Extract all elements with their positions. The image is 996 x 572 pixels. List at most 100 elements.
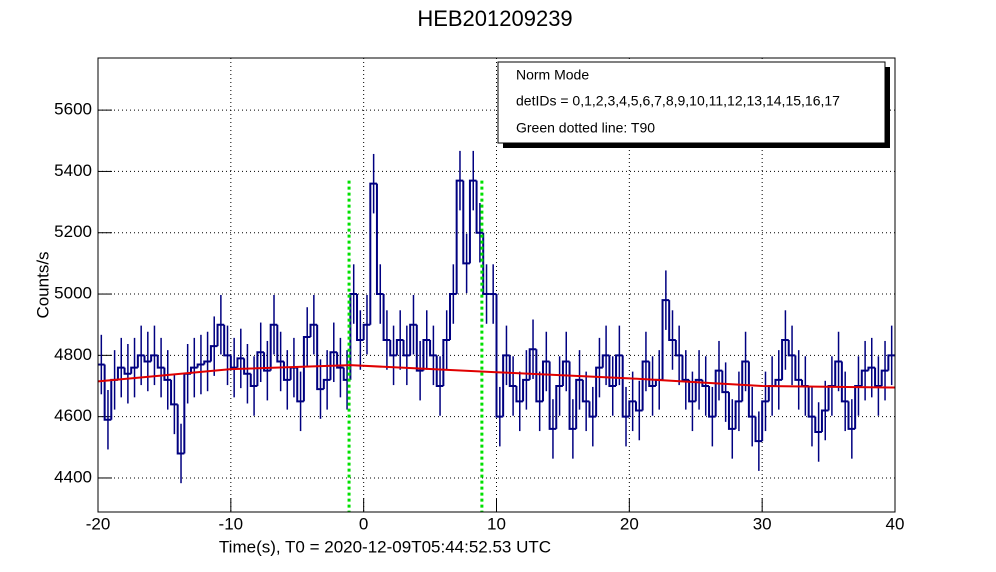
histogram-bin [714,369,723,417]
histogram-bin [269,323,278,371]
histogram-bin [143,355,152,363]
y-tick-label: 5600 [54,100,92,119]
y-tick-label: 4800 [54,345,92,364]
histogram-bin [661,299,670,380]
histogram-bin [429,340,437,357]
histogram-bin [223,324,231,357]
histogram-bin [302,335,311,402]
histogram-bin [150,354,158,362]
histogram-bin [422,339,431,371]
y-tick-label: 5400 [54,161,92,180]
histogram-bin [621,355,630,418]
histogram-bin [887,354,895,371]
histogram-bin [840,361,849,403]
histogram-bin [362,323,371,341]
histogram-bin [867,366,876,371]
histogram-bin [136,354,145,368]
frame [97,57,896,513]
histogram-bin [249,373,258,388]
histogram-bin [475,180,484,234]
y-tick-label: 4400 [54,467,92,486]
histogram-bin [189,366,198,374]
histogram-bin [595,366,603,417]
histogram-bin [581,379,590,403]
histogram-bin [203,360,211,365]
histogram-bin [615,354,623,387]
histogram-bin [741,360,749,402]
histogram-bin [502,354,510,417]
histogram-bin [296,367,304,403]
histogram-bin [322,378,331,390]
histogram-bin [648,361,656,388]
histogram-bin [727,392,736,430]
x-tick-label: 0 [359,514,368,533]
histogram-bin [820,409,829,432]
histogram-bin [807,386,816,418]
histogram-bin [309,323,318,337]
histogram-bin [734,400,743,429]
histogram-bin [256,351,265,387]
histogram-bin [761,400,769,442]
histogram-bin [541,360,550,402]
x-tick-label: 40 [886,514,905,533]
legend-text: Green dotted line: T90 [516,120,655,136]
y-tick-label: 5000 [54,284,92,303]
histogram-bin [409,323,417,356]
histogram-bin [356,294,364,342]
histogram-bin [449,293,457,341]
histogram-bin [522,378,530,402]
histogram-bin [601,354,610,368]
histogram-bin [236,357,245,368]
x-tick-label: 10 [487,514,506,533]
histogram-bin [874,367,882,388]
histogram-bin [834,360,842,387]
histogram-bin [794,355,803,381]
histogram-bin [787,340,796,357]
histogram-bin [395,339,404,356]
histogram-bin [628,400,636,417]
histogram-bin [508,355,517,388]
x-tick-label: -10 [219,514,244,533]
histogram-bin [674,340,683,357]
histogram-bin [375,183,384,296]
x-axis-label: Time(s), T0 = 2020-12-09T05:44:52.53 UTC [219,537,551,556]
histogram-bin [641,360,650,411]
plot-area: 4400 4600 4800 5000 5200 5400 5600 -20 -10 0 10 20 3… [54,58,904,533]
y-tick-label: 4600 [54,406,92,425]
histogram-bin [781,339,789,380]
histogram-bin [196,363,205,368]
histogram-bin [515,386,524,403]
x-tick-label: 20 [620,514,639,533]
histogram-bin [528,348,537,380]
histogram-bin [634,401,643,412]
histogram-bin [548,361,557,430]
histogram-bin [402,340,411,357]
histogram-bin [608,355,617,388]
legend-text: Norm Mode [516,67,589,83]
histogram-bin [860,369,869,387]
histogram-bin [555,385,563,429]
histogram-bin [263,352,271,372]
x-tick-label: -20 [86,514,111,533]
histogram-bin [316,324,324,391]
histogram-bin [442,339,451,387]
histogram-bin [369,182,377,325]
histogram-bin [561,360,570,387]
histogram-bin [336,352,344,369]
legend-text: detIDs = 0,1,2,3,4,5,6,7,8,9,10,11,12,13… [516,93,840,109]
histogram-bin [774,378,783,387]
histogram-bin [455,179,464,295]
histogram-bin [462,180,470,265]
histogram-bin [681,355,690,381]
histogram-bin [495,294,504,418]
histogram-bin [156,355,165,369]
histogram-bin [468,179,477,264]
legend-box [497,61,886,144]
histogram-bin [103,364,112,421]
histogram-bin [435,355,444,388]
histogram-bin [216,323,225,347]
histogram-bin [747,361,756,418]
histogram-bin [575,378,583,429]
histogram-bin [668,300,676,342]
